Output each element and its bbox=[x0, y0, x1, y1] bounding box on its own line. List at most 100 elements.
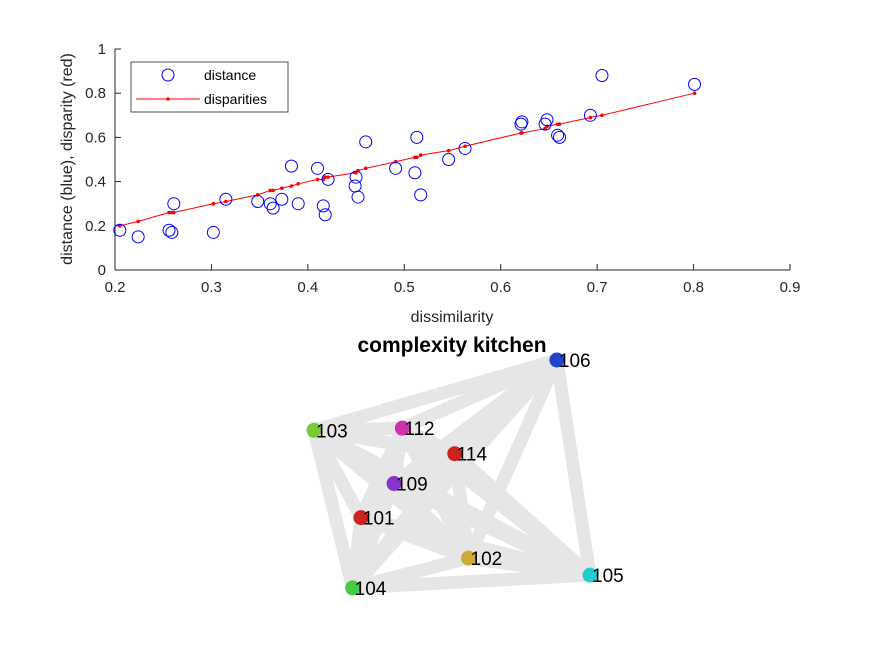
network-node: 106 bbox=[549, 351, 591, 372]
node-label: 109 bbox=[396, 475, 428, 496]
x-tick-label: 0.5 bbox=[394, 279, 415, 296]
network-node: 105 bbox=[582, 566, 624, 587]
distance-point bbox=[551, 128, 565, 142]
disparities-point bbox=[172, 210, 176, 215]
scatter-ticks: 0.2 0.3 0.4 0.5 0.6 0.7 0.8 0.900.20.40.60.81 bbox=[85, 41, 800, 296]
distance-point bbox=[275, 192, 289, 206]
node-marker bbox=[353, 510, 369, 526]
distance-point bbox=[515, 115, 529, 129]
x-tick-label: 0.3 bbox=[201, 279, 222, 296]
distance-point bbox=[284, 159, 298, 173]
disparities-point bbox=[326, 175, 330, 179]
disparities-point bbox=[271, 188, 275, 193]
node-label: 114 bbox=[457, 445, 488, 466]
distance-point bbox=[263, 197, 277, 211]
network-edge bbox=[395, 353, 564, 435]
disparities-point bbox=[211, 201, 216, 206]
x-tick-label: 0.8 bbox=[683, 279, 704, 296]
disparities-point bbox=[167, 210, 171, 215]
distance-point bbox=[514, 117, 528, 131]
distance-point bbox=[318, 208, 332, 222]
disparities-point bbox=[588, 115, 593, 120]
distance-point bbox=[311, 161, 324, 175]
network-edge bbox=[448, 447, 597, 582]
network-node: 109 bbox=[386, 475, 428, 496]
distance-point bbox=[351, 190, 365, 204]
legend: distance disparities bbox=[130, 61, 289, 113]
distance-point bbox=[266, 201, 280, 215]
disparities-point bbox=[224, 199, 228, 204]
node-label: 112 bbox=[404, 419, 434, 440]
network-node: 103 bbox=[306, 421, 348, 442]
node-label: 102 bbox=[471, 549, 503, 570]
network-node: 104 bbox=[345, 579, 387, 600]
disparities-point bbox=[323, 175, 328, 179]
disparities-point bbox=[418, 153, 423, 157]
legend-distance-label: distance bbox=[204, 67, 256, 83]
distance-point bbox=[408, 166, 422, 180]
disparities-point bbox=[280, 186, 284, 191]
network-node: 112 bbox=[394, 419, 435, 440]
distance-point bbox=[359, 135, 373, 149]
node-marker bbox=[306, 422, 322, 438]
node-label: 106 bbox=[559, 351, 591, 372]
y-tick-label: 1 bbox=[98, 41, 106, 58]
distance-point bbox=[291, 197, 305, 211]
node-marker bbox=[582, 567, 598, 583]
legend-distance-marker bbox=[161, 68, 175, 82]
distance-series bbox=[113, 69, 702, 244]
disparities-point bbox=[136, 219, 140, 224]
node-marker bbox=[461, 550, 477, 566]
disparities-point bbox=[446, 148, 451, 153]
disparities-point bbox=[600, 113, 604, 118]
disparities-point bbox=[363, 166, 368, 171]
x-tick-label: 0.7 bbox=[587, 279, 608, 296]
disparities-point bbox=[520, 131, 524, 135]
distance-point bbox=[583, 108, 597, 122]
node-marker bbox=[386, 476, 402, 492]
x-axis-label: dissimilarity bbox=[411, 309, 494, 326]
network-edge bbox=[307, 423, 360, 595]
disparities-point bbox=[296, 182, 301, 186]
distance-point bbox=[389, 161, 403, 175]
y-tick-label: 0 bbox=[98, 262, 106, 279]
disparities-point bbox=[289, 184, 294, 188]
node-marker bbox=[394, 420, 410, 436]
scatter-plot: 0.2 0.3 0.4 0.5 0.6 0.7 0.8 0.900.20.40.60.81 d… bbox=[59, 41, 800, 326]
distance-point bbox=[165, 225, 179, 239]
network-edge bbox=[346, 511, 368, 595]
x-tick-label: 0.9 bbox=[780, 279, 801, 296]
node-label: 103 bbox=[316, 421, 348, 442]
distance-point bbox=[553, 130, 567, 144]
y-axis-label: distance (blue), disparity (red) bbox=[59, 53, 76, 265]
network-node: 101 bbox=[353, 509, 395, 530]
distance-point bbox=[206, 225, 220, 239]
disparities-point bbox=[415, 155, 419, 160]
disparities-series bbox=[118, 91, 697, 228]
disparities-point bbox=[268, 188, 273, 193]
x-tick-label: 0.2 bbox=[105, 279, 126, 296]
node-marker bbox=[447, 446, 463, 462]
distance-point bbox=[540, 113, 554, 127]
distance-point bbox=[688, 77, 702, 91]
node-label: 104 bbox=[355, 579, 387, 600]
disparities-point bbox=[118, 224, 122, 228]
distance-point bbox=[414, 188, 428, 202]
y-tick-label: 0.8 bbox=[85, 85, 106, 102]
disparities-point bbox=[557, 122, 562, 126]
distance-point bbox=[321, 172, 335, 186]
legend-box bbox=[130, 61, 289, 113]
distance-point bbox=[458, 141, 472, 155]
node-marker bbox=[549, 352, 565, 368]
distance-point bbox=[219, 192, 233, 206]
x-tick-label: 0.6 bbox=[490, 279, 511, 296]
network-node: 114 bbox=[447, 445, 487, 466]
y-tick-label: 0.2 bbox=[85, 218, 106, 235]
node-marker bbox=[345, 580, 361, 596]
network-edge bbox=[550, 353, 597, 582]
disparities-point bbox=[692, 91, 697, 95]
network-edge bbox=[346, 447, 462, 595]
legend-disparities-marker bbox=[166, 97, 170, 101]
